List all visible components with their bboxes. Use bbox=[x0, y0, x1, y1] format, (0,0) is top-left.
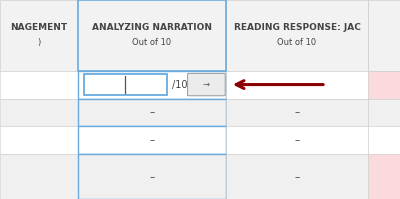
Bar bbox=[78, 0, 226, 71]
Text: /10: /10 bbox=[172, 80, 187, 90]
Text: –: – bbox=[294, 80, 300, 90]
Text: ANALYZING NARRATION: ANALYZING NARRATION bbox=[92, 23, 212, 32]
Bar bbox=[368, 71, 400, 99]
Text: –: – bbox=[149, 172, 155, 182]
Text: →: → bbox=[203, 80, 210, 89]
Bar bbox=[0, 0, 78, 71]
Bar bbox=[368, 0, 400, 71]
Bar bbox=[226, 154, 368, 199]
Bar bbox=[78, 126, 226, 154]
Bar bbox=[368, 126, 400, 154]
Text: –: – bbox=[149, 107, 155, 117]
Bar bbox=[226, 0, 368, 71]
Text: –: – bbox=[294, 107, 300, 117]
Text: Out of 10: Out of 10 bbox=[278, 38, 316, 47]
Bar bbox=[368, 99, 400, 126]
Text: ): ) bbox=[37, 38, 41, 47]
Bar bbox=[226, 99, 368, 126]
Text: –: – bbox=[294, 172, 300, 182]
Text: –: – bbox=[294, 135, 300, 145]
Bar bbox=[368, 154, 400, 199]
Bar bbox=[84, 74, 167, 95]
Bar bbox=[78, 99, 226, 126]
Bar bbox=[226, 126, 368, 154]
Bar bbox=[0, 154, 78, 199]
Bar bbox=[78, 154, 226, 199]
FancyBboxPatch shape bbox=[188, 73, 225, 96]
Text: NAGEMENT: NAGEMENT bbox=[10, 23, 68, 32]
Text: –: – bbox=[149, 135, 155, 145]
Bar bbox=[0, 126, 78, 154]
Text: READING RESPONSE: JAC: READING RESPONSE: JAC bbox=[234, 23, 360, 32]
Text: Out of 10: Out of 10 bbox=[132, 38, 172, 47]
Bar bbox=[78, 71, 226, 99]
Bar bbox=[0, 99, 78, 126]
Bar bbox=[0, 71, 78, 99]
Bar bbox=[226, 71, 368, 99]
